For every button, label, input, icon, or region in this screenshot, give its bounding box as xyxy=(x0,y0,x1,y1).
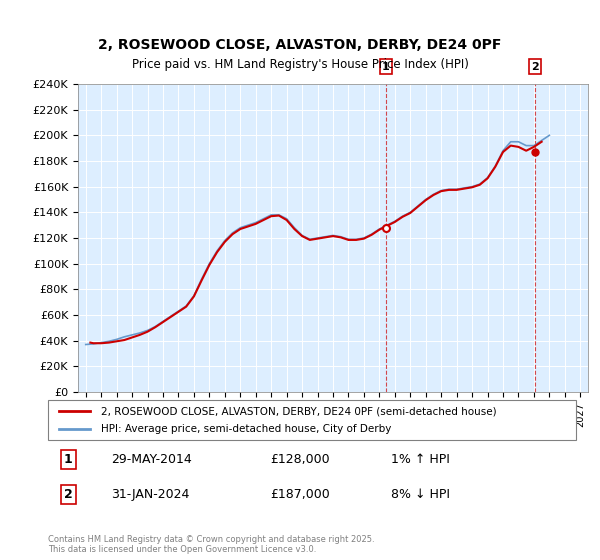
Text: 1% ↑ HPI: 1% ↑ HPI xyxy=(391,452,450,466)
Text: 2: 2 xyxy=(531,62,539,72)
Text: £187,000: £187,000 xyxy=(270,488,329,501)
FancyBboxPatch shape xyxy=(48,400,576,440)
Text: 1: 1 xyxy=(382,62,389,72)
Text: Price paid vs. HM Land Registry's House Price Index (HPI): Price paid vs. HM Land Registry's House … xyxy=(131,58,469,71)
Text: 29-MAY-2014: 29-MAY-2014 xyxy=(112,452,192,466)
Text: £128,000: £128,000 xyxy=(270,452,329,466)
Text: 31-JAN-2024: 31-JAN-2024 xyxy=(112,488,190,501)
Text: 8% ↓ HPI: 8% ↓ HPI xyxy=(391,488,450,501)
Text: HPI: Average price, semi-detached house, City of Derby: HPI: Average price, semi-detached house,… xyxy=(101,423,391,433)
Text: 2: 2 xyxy=(64,488,73,501)
Text: 2, ROSEWOOD CLOSE, ALVASTON, DERBY, DE24 0PF (semi-detached house): 2, ROSEWOOD CLOSE, ALVASTON, DERBY, DE24… xyxy=(101,407,496,417)
Text: Contains HM Land Registry data © Crown copyright and database right 2025.
This d: Contains HM Land Registry data © Crown c… xyxy=(48,535,374,554)
Text: 1: 1 xyxy=(64,452,73,466)
Text: 2, ROSEWOOD CLOSE, ALVASTON, DERBY, DE24 0PF: 2, ROSEWOOD CLOSE, ALVASTON, DERBY, DE24… xyxy=(98,38,502,52)
